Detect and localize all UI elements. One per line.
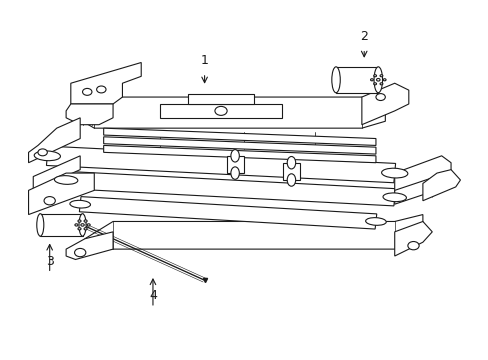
Ellipse shape xyxy=(381,168,407,178)
Polygon shape xyxy=(79,197,376,229)
Polygon shape xyxy=(103,128,375,145)
Polygon shape xyxy=(66,104,113,125)
Text: 3: 3 xyxy=(46,255,54,268)
Polygon shape xyxy=(361,83,408,125)
Circle shape xyxy=(215,107,226,115)
Polygon shape xyxy=(283,163,299,180)
Ellipse shape xyxy=(286,174,295,186)
Circle shape xyxy=(81,224,84,226)
Polygon shape xyxy=(71,97,385,128)
Circle shape xyxy=(78,220,81,222)
Ellipse shape xyxy=(331,67,340,93)
Polygon shape xyxy=(71,63,141,104)
Circle shape xyxy=(379,75,382,77)
Text: 4: 4 xyxy=(149,289,157,302)
Circle shape xyxy=(75,224,78,226)
Ellipse shape xyxy=(34,151,61,161)
Circle shape xyxy=(373,83,376,85)
Ellipse shape xyxy=(286,157,295,169)
Polygon shape xyxy=(85,215,422,249)
Polygon shape xyxy=(28,118,80,163)
Circle shape xyxy=(373,75,376,77)
Ellipse shape xyxy=(230,150,239,162)
Circle shape xyxy=(78,228,81,230)
Text: 1: 1 xyxy=(200,54,208,67)
Ellipse shape xyxy=(79,214,86,236)
Polygon shape xyxy=(160,104,282,118)
Circle shape xyxy=(84,220,87,222)
Polygon shape xyxy=(226,156,243,173)
Polygon shape xyxy=(335,67,378,93)
Polygon shape xyxy=(394,221,431,256)
Polygon shape xyxy=(422,170,460,201)
Ellipse shape xyxy=(54,176,78,184)
Circle shape xyxy=(87,224,90,226)
Ellipse shape xyxy=(365,218,386,225)
Circle shape xyxy=(407,242,418,250)
Ellipse shape xyxy=(373,67,382,93)
Ellipse shape xyxy=(70,201,90,208)
Polygon shape xyxy=(103,137,375,154)
Polygon shape xyxy=(40,214,82,236)
Circle shape xyxy=(379,83,382,85)
Polygon shape xyxy=(66,232,113,260)
Circle shape xyxy=(82,89,92,95)
Polygon shape xyxy=(28,173,94,215)
Circle shape xyxy=(370,79,373,81)
Polygon shape xyxy=(65,171,395,206)
Circle shape xyxy=(375,94,385,100)
Circle shape xyxy=(38,149,47,156)
Polygon shape xyxy=(33,156,80,190)
Ellipse shape xyxy=(37,214,44,236)
Circle shape xyxy=(44,197,55,205)
Circle shape xyxy=(383,79,385,81)
Circle shape xyxy=(376,78,379,81)
Polygon shape xyxy=(46,146,395,183)
Text: 2: 2 xyxy=(360,30,367,43)
Polygon shape xyxy=(394,173,446,204)
Ellipse shape xyxy=(382,193,406,202)
Polygon shape xyxy=(188,94,253,104)
Polygon shape xyxy=(394,156,450,197)
Circle shape xyxy=(97,86,106,93)
Ellipse shape xyxy=(230,167,239,179)
Circle shape xyxy=(74,248,86,257)
Circle shape xyxy=(84,228,87,230)
Polygon shape xyxy=(103,145,375,163)
